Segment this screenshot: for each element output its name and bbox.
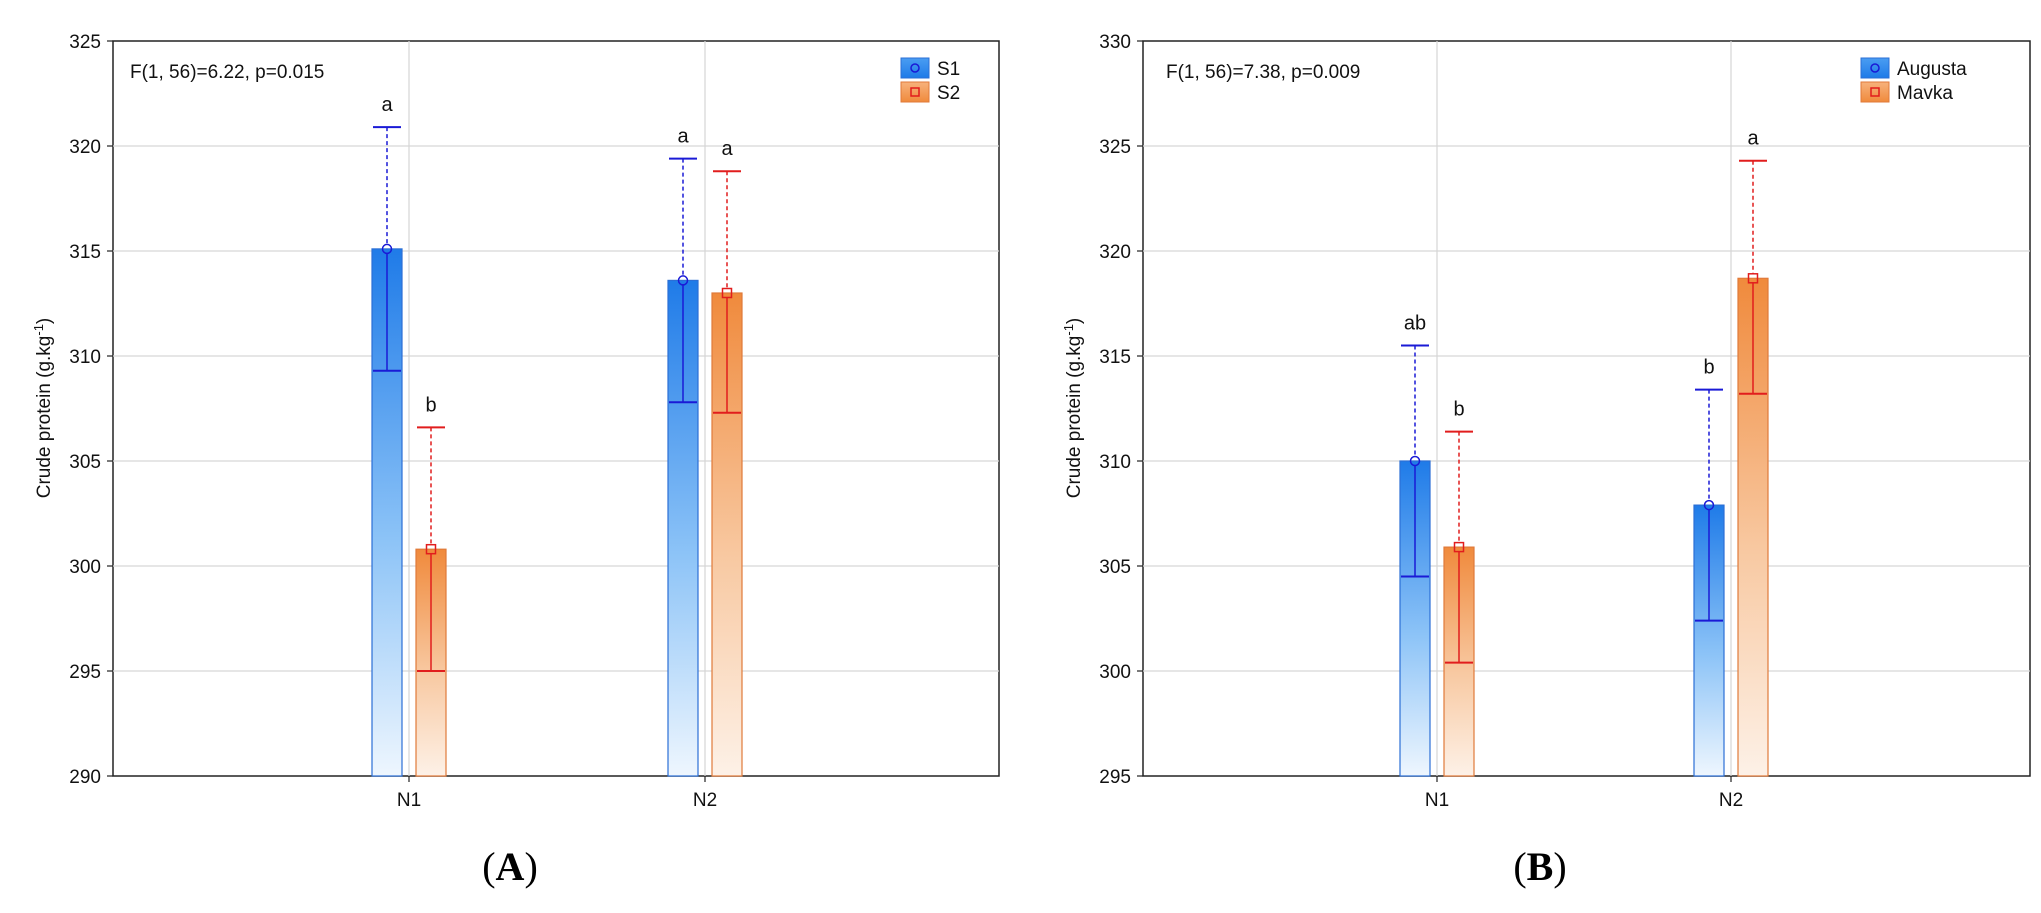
panel-label-open: ( <box>1513 844 1526 889</box>
x-tick-label: N1 <box>1425 790 1449 811</box>
y-tick-label: 320 <box>1099 242 1131 263</box>
y-tick-label: 325 <box>69 32 101 53</box>
significance-letter: a <box>381 94 393 116</box>
bars-layer: ab b b a <box>1399 128 1769 777</box>
y-axis-label-close: ) <box>1064 318 1085 324</box>
legend-swatch <box>1860 57 1890 79</box>
x-tick-label: N2 <box>1719 790 1743 811</box>
legend-label: Mavka <box>1897 83 1953 104</box>
plot-area <box>112 40 1000 777</box>
chart-panel-b: ab b b a 295 300 305 310 315 320 325 330 N1 N2 F(1,… <box>1061 32 2031 889</box>
legend-swatch <box>900 57 930 79</box>
mean-marker-circle <box>1409 455 1421 467</box>
stat-annotation: F(1, 56)=7.38, p=0.009 <box>1166 62 1360 83</box>
legend-label: S2 <box>937 83 960 104</box>
y-tick-label: 315 <box>69 242 101 263</box>
chart-panel-a: a a b a 290 295 300 305 310 315 320 325 N1 N2 F(1, … <box>31 32 1000 889</box>
legend-marker-square <box>910 87 920 97</box>
y-tick-labels: 290 295 300 305 310 315 320 325 <box>69 32 113 788</box>
significance-letter: b <box>1703 357 1714 379</box>
y-tick-label: 295 <box>1099 767 1131 788</box>
x-tick-labels: N1 N2 <box>397 776 717 811</box>
y-tick-labels: 295 300 305 310 315 320 325 330 <box>1099 32 1143 788</box>
mean-marker-circle <box>1703 499 1715 511</box>
mean-marker-circle <box>677 275 689 286</box>
y-tick-label: 300 <box>1099 662 1131 683</box>
mean-marker-square <box>721 287 733 299</box>
significance-letter: a <box>1747 128 1759 150</box>
mean-marker-square <box>425 543 437 555</box>
significance-letter: ab <box>1404 313 1426 335</box>
y-tick-label: 305 <box>69 452 101 473</box>
y-axis-label: Crude protein (g.kg-1) <box>1061 318 1085 499</box>
y-tick-label: 300 <box>69 557 101 578</box>
y-tick-label: 330 <box>1099 32 1131 53</box>
legend-label: Augusta <box>1897 59 1967 80</box>
legend-swatch <box>1860 81 1890 103</box>
y-tick-label: 310 <box>1099 452 1131 473</box>
panel-label-close: ) <box>1553 844 1566 889</box>
stat-annotation: F(1, 56)=6.22, p=0.015 <box>130 62 324 83</box>
grid-lines <box>113 41 999 776</box>
panel-label-open: ( <box>482 844 495 889</box>
significance-letter: b <box>1453 399 1464 421</box>
y-axis-label-superscript: -1 <box>31 324 46 336</box>
y-tick-label: 305 <box>1099 557 1131 578</box>
y-axis-label-superscript: -1 <box>1061 324 1076 336</box>
mean-marker-circle <box>381 243 393 255</box>
mean-marker-square <box>1747 273 1759 284</box>
x-tick-labels: N1 N2 <box>1425 776 1743 811</box>
y-tick-label: 295 <box>69 662 101 683</box>
legend-swatch <box>900 81 930 103</box>
significance-letter: a <box>721 138 733 160</box>
panel-letter: B <box>1527 844 1554 889</box>
legend-marker-circle <box>910 63 920 73</box>
x-tick-label: N2 <box>693 790 717 811</box>
panel-label-close: ) <box>524 844 537 889</box>
x-tick-label: N1 <box>397 790 421 811</box>
significance-letter: b <box>425 394 436 416</box>
legend-marker-square <box>1870 87 1880 97</box>
y-tick-label: 290 <box>69 767 101 788</box>
y-tick-label: 325 <box>1099 137 1131 158</box>
y-tick-label: 315 <box>1099 347 1131 368</box>
plot-area <box>1142 40 2031 777</box>
y-axis-label-main: Crude protein (g.kg <box>34 336 55 499</box>
panel-letter: A <box>496 844 525 889</box>
legend: Augusta Mavka <box>1857 54 2009 104</box>
y-axis-label-main: Crude protein (g.kg <box>1064 336 1085 499</box>
y-tick-label: 310 <box>69 347 101 368</box>
mean-marker-square <box>1453 541 1465 553</box>
bars-layer: a a b a <box>371 94 743 777</box>
legend-marker-circle <box>1870 63 1880 73</box>
panel-label: (A) <box>482 844 538 889</box>
legend-label: S1 <box>937 59 960 80</box>
y-tick-label: 320 <box>69 137 101 158</box>
y-axis-label: Crude protein (g.kg-1) <box>31 318 55 499</box>
grid-lines <box>1143 41 2030 776</box>
significance-letter: a <box>677 126 689 148</box>
panel-label: (B) <box>1513 844 1566 889</box>
y-axis-label-close: ) <box>34 318 55 324</box>
